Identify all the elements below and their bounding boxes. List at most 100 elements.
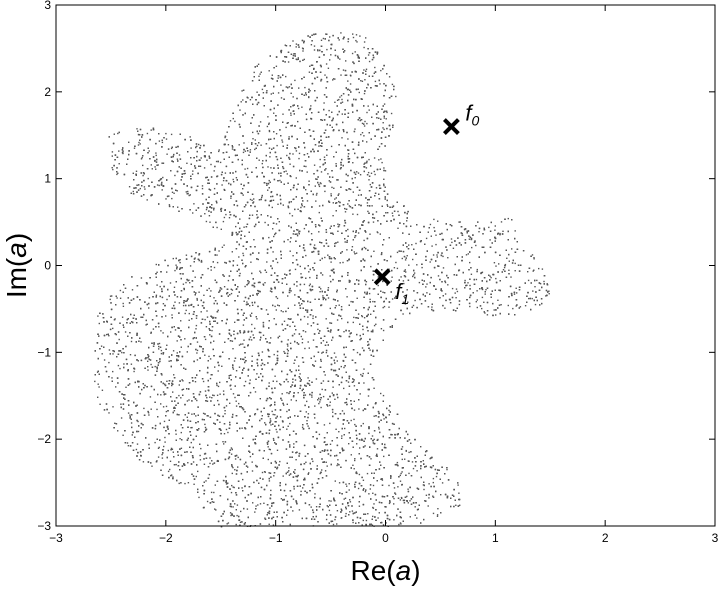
scatter-point bbox=[287, 381, 289, 383]
scatter-point bbox=[299, 265, 301, 268]
scatter-point bbox=[286, 144, 289, 146]
scatter-point bbox=[205, 208, 208, 211]
scatter-point bbox=[359, 447, 361, 449]
scatter-point bbox=[247, 466, 249, 468]
scatter-point bbox=[341, 101, 344, 103]
scatter-point bbox=[282, 475, 284, 477]
scatter-point bbox=[235, 523, 237, 526]
scatter-point bbox=[428, 497, 430, 499]
scatter-point bbox=[256, 294, 258, 296]
scatter-point bbox=[399, 499, 402, 501]
scatter-point bbox=[267, 458, 269, 461]
scatter-point bbox=[528, 297, 530, 300]
scatter-point bbox=[251, 461, 253, 463]
scatter-point bbox=[156, 271, 158, 273]
scatter-point bbox=[292, 153, 294, 155]
scatter-point bbox=[349, 83, 352, 85]
scatter-point bbox=[172, 391, 174, 393]
scatter-point bbox=[319, 158, 321, 161]
scatter-point bbox=[119, 367, 121, 370]
scatter-point bbox=[514, 270, 516, 272]
scatter-point bbox=[433, 218, 435, 221]
scatter-point bbox=[272, 228, 274, 230]
scatter-point bbox=[216, 384, 218, 387]
scatter-point bbox=[354, 51, 356, 53]
scatter-point bbox=[160, 330, 162, 332]
scatter-point bbox=[238, 144, 240, 146]
scatter-point bbox=[370, 523, 372, 525]
scatter-point bbox=[436, 515, 439, 517]
scatter-point bbox=[295, 43, 298, 45]
scatter-point bbox=[226, 131, 228, 133]
scatter-point bbox=[348, 443, 350, 445]
scatter-point bbox=[294, 379, 297, 381]
scatter-point bbox=[309, 283, 311, 285]
scatter-point bbox=[289, 163, 291, 165]
scatter-point bbox=[429, 261, 431, 263]
scatter-point bbox=[304, 86, 306, 89]
scatter-point bbox=[364, 79, 366, 81]
scatter-point bbox=[122, 150, 124, 152]
scatter-point bbox=[357, 313, 360, 315]
scatter-point bbox=[379, 187, 381, 189]
scatter-point bbox=[235, 225, 237, 228]
scatter-point bbox=[222, 390, 225, 392]
scatter-point bbox=[314, 298, 316, 300]
scatter-point bbox=[138, 141, 140, 144]
scatter-point bbox=[372, 442, 374, 444]
scatter-point bbox=[427, 505, 429, 507]
scatter-point bbox=[147, 412, 150, 414]
scatter-point bbox=[321, 469, 323, 471]
scatter-point bbox=[304, 479, 306, 481]
scatter-point bbox=[289, 250, 291, 252]
scatter-point bbox=[454, 292, 456, 294]
scatter-point bbox=[382, 306, 384, 309]
scatter-point bbox=[196, 349, 199, 352]
scatter-point bbox=[353, 400, 355, 402]
scatter-point bbox=[352, 464, 354, 466]
scatter-point bbox=[393, 497, 395, 500]
scatter-point bbox=[202, 412, 205, 415]
scatter-point bbox=[165, 132, 167, 135]
scatter-point bbox=[211, 397, 213, 399]
scatter-point bbox=[375, 187, 378, 189]
scatter-point bbox=[401, 257, 403, 260]
scatter-point bbox=[147, 369, 149, 371]
scatter-point bbox=[322, 395, 325, 398]
scatter-point bbox=[176, 158, 179, 160]
scatter-point bbox=[235, 509, 237, 511]
scatter-point bbox=[356, 297, 358, 299]
scatter-point bbox=[212, 463, 214, 465]
scatter-point bbox=[365, 37, 367, 39]
scatter-point bbox=[131, 289, 134, 291]
scatter-point bbox=[361, 247, 364, 250]
scatter-point bbox=[458, 498, 460, 501]
scatter-point bbox=[240, 510, 242, 513]
scatter-point bbox=[369, 183, 371, 186]
scatter-point bbox=[156, 460, 158, 462]
scatter-point bbox=[481, 287, 483, 290]
scatter-point bbox=[370, 458, 372, 460]
scatter-point bbox=[292, 255, 294, 257]
scatter-point bbox=[155, 168, 157, 170]
scatter-point bbox=[533, 258, 535, 260]
scatter-point bbox=[227, 144, 230, 146]
scatter-point bbox=[359, 339, 361, 341]
scatter-point bbox=[323, 185, 325, 187]
scatter-point bbox=[320, 288, 322, 290]
scatter-point bbox=[280, 310, 282, 312]
scatter-point bbox=[294, 79, 296, 82]
scatter-point bbox=[388, 306, 390, 308]
scatter-point bbox=[133, 370, 135, 373]
scatter-point bbox=[162, 303, 165, 305]
scatter-point bbox=[140, 158, 143, 160]
scatter-point bbox=[204, 338, 207, 341]
scatter-point bbox=[373, 157, 376, 159]
scatter-point bbox=[150, 332, 152, 334]
scatter-point bbox=[301, 276, 304, 279]
scatter-point bbox=[406, 220, 408, 222]
scatter-point bbox=[122, 434, 124, 436]
scatter-point bbox=[239, 109, 241, 111]
scatter-point bbox=[353, 418, 355, 421]
scatter-point bbox=[372, 507, 375, 509]
